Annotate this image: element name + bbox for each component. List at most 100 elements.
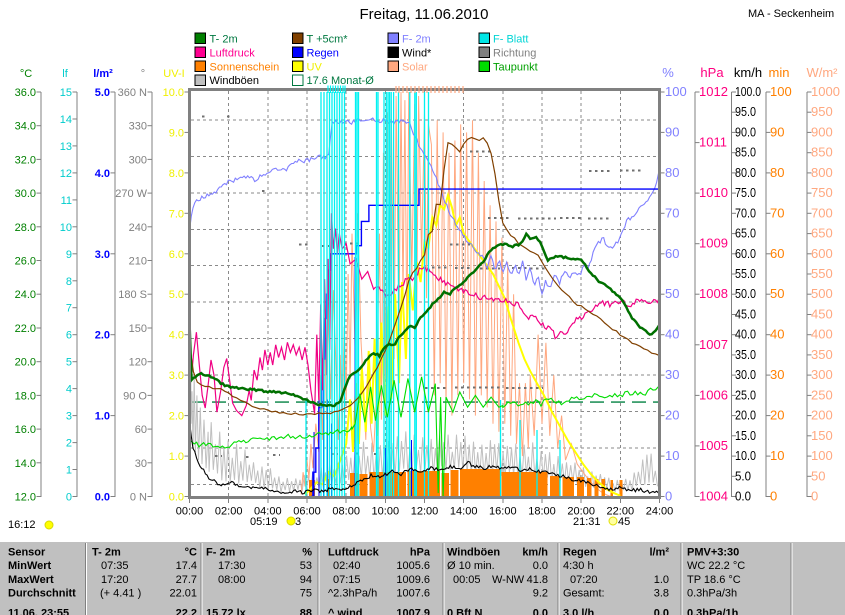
svg-text:Luftdruck: Luftdruck [210, 47, 256, 59]
svg-text:30: 30 [770, 367, 784, 382]
svg-text:14:00: 14:00 [450, 506, 478, 518]
svg-text:UV-I: UV-I [163, 68, 184, 80]
svg-text:1009.6: 1009.6 [396, 574, 430, 586]
svg-text:0: 0 [665, 489, 672, 504]
svg-text:75.0: 75.0 [735, 185, 756, 200]
svg-text:45.0: 45.0 [735, 307, 756, 322]
svg-text:88: 88 [300, 608, 312, 615]
svg-text:24:00: 24:00 [646, 506, 674, 518]
svg-text:1.0: 1.0 [169, 451, 184, 463]
svg-text:4:30 h: 4:30 h [563, 560, 594, 572]
svg-text:1009: 1009 [699, 236, 728, 251]
svg-text:20:00: 20:00 [567, 506, 595, 518]
svg-text:14: 14 [60, 114, 72, 126]
svg-text:0.3hPa/3h: 0.3hPa/3h [687, 588, 737, 600]
svg-text:1005.6: 1005.6 [396, 560, 430, 572]
svg-text:120: 120 [129, 357, 147, 369]
svg-text:00:05: 00:05 [453, 574, 481, 586]
svg-text:34.0: 34.0 [15, 121, 36, 133]
svg-text:7.0: 7.0 [169, 208, 184, 220]
svg-text:900: 900 [811, 124, 833, 139]
svg-text:330: 330 [129, 121, 147, 133]
svg-text:40: 40 [770, 327, 784, 342]
svg-text:5.0: 5.0 [169, 289, 184, 301]
svg-text:350: 350 [811, 347, 833, 362]
svg-text:W/m²: W/m² [806, 65, 838, 80]
svg-text:WC 22.2 °C: WC 22.2 °C [687, 560, 745, 572]
svg-text:80: 80 [665, 165, 679, 180]
svg-text:3.8: 3.8 [654, 588, 669, 600]
svg-text:0.0: 0.0 [169, 492, 184, 504]
svg-text:41.8: 41.8 [527, 574, 548, 586]
svg-text:lf: lf [62, 68, 68, 80]
svg-text:55.0: 55.0 [735, 266, 756, 281]
svg-text:1005: 1005 [699, 438, 728, 453]
svg-text:1004: 1004 [699, 489, 728, 504]
svg-text:1006: 1006 [699, 387, 728, 402]
svg-text:PMV+3:30: PMV+3:30 [687, 547, 739, 559]
svg-text:0: 0 [811, 489, 818, 504]
svg-text:9.0: 9.0 [169, 127, 184, 139]
svg-text:50: 50 [811, 468, 825, 483]
svg-text:600: 600 [811, 246, 833, 261]
svg-text:3: 3 [66, 411, 72, 423]
svg-text:1007.9: 1007.9 [396, 608, 430, 615]
svg-text:07:15: 07:15 [333, 574, 361, 586]
svg-text:12: 12 [60, 168, 72, 180]
svg-text:1011: 1011 [699, 135, 727, 150]
svg-text:270 W: 270 W [115, 188, 147, 200]
svg-text:850: 850 [811, 145, 833, 160]
svg-text:80: 80 [770, 165, 784, 180]
svg-text:1008: 1008 [699, 286, 728, 301]
svg-text:22.0: 22.0 [15, 323, 36, 335]
svg-text:32.0: 32.0 [15, 154, 36, 166]
svg-text:1007: 1007 [699, 337, 728, 352]
svg-text:Solar: Solar [402, 61, 428, 73]
svg-text:1010: 1010 [699, 185, 728, 200]
svg-text:6.0: 6.0 [169, 249, 184, 261]
svg-text:l/m²: l/m² [649, 547, 669, 559]
svg-text:0.0: 0.0 [533, 608, 548, 615]
svg-text:0.0: 0.0 [95, 492, 110, 504]
svg-text:1.0: 1.0 [654, 574, 669, 586]
svg-text:11: 11 [61, 195, 72, 207]
svg-text:F- 2m: F- 2m [206, 547, 236, 559]
svg-text:17:20: 17:20 [101, 574, 129, 586]
svg-text:02:00: 02:00 [215, 506, 243, 518]
svg-text:0: 0 [770, 489, 777, 504]
svg-text:^2.3hPa/h: ^2.3hPa/h [328, 588, 377, 600]
svg-text:30: 30 [665, 367, 679, 382]
svg-text:40: 40 [665, 327, 679, 342]
svg-text:F- 2m: F- 2m [402, 33, 431, 45]
svg-text:50: 50 [770, 286, 784, 301]
svg-text:l/m²: l/m² [93, 68, 113, 80]
svg-text:150: 150 [129, 323, 147, 335]
svg-text:Regen: Regen [307, 47, 339, 59]
svg-text:15.0: 15.0 [735, 428, 756, 443]
svg-text:17.4: 17.4 [176, 560, 197, 572]
svg-text:36.0: 36.0 [15, 87, 36, 99]
svg-text:50.0: 50.0 [735, 286, 756, 301]
svg-text:100: 100 [811, 448, 833, 463]
svg-text:0 Bft N: 0 Bft N [447, 608, 483, 615]
svg-text:1012: 1012 [699, 84, 728, 99]
svg-text:200: 200 [811, 408, 833, 423]
svg-text:360 N: 360 N [118, 87, 147, 99]
svg-text:800: 800 [811, 165, 833, 180]
svg-text:MA - Seckenheim: MA - Seckenheim [748, 8, 834, 20]
svg-text:22.2: 22.2 [176, 608, 197, 615]
svg-text:30: 30 [135, 458, 147, 470]
svg-text:16:12: 16:12 [8, 519, 36, 531]
svg-text:4: 4 [66, 384, 72, 396]
svg-text:T- 2m: T- 2m [210, 33, 238, 45]
svg-text:21:31: 21:31 [573, 516, 601, 528]
svg-text:60: 60 [135, 424, 147, 436]
svg-text:04:00: 04:00 [254, 506, 282, 518]
svg-text:20: 20 [770, 408, 784, 423]
svg-text:%: % [302, 547, 312, 559]
svg-text:6: 6 [66, 330, 72, 342]
svg-text:16.0: 16.0 [15, 424, 36, 436]
svg-text:95.0: 95.0 [735, 104, 756, 119]
svg-text:650: 650 [811, 226, 833, 241]
svg-text:06:00: 06:00 [293, 506, 321, 518]
